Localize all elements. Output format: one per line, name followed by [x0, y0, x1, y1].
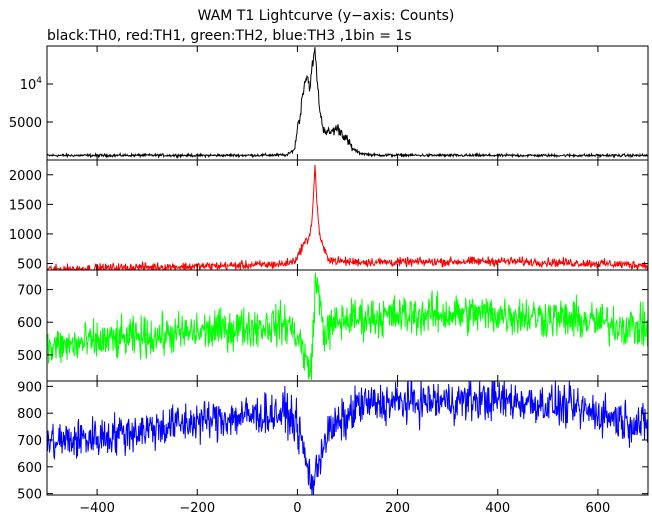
series-line-th3 [47, 381, 648, 495]
x-tick-label: 0 [293, 501, 301, 515]
panel-frame [46, 159, 649, 271]
panel-th2: 500 600 700 [17, 269, 649, 382]
y-tick-label-exponent: 4 [36, 76, 42, 86]
chart-title: WAM T1 Lightcurve (y−axis: Counts) [197, 8, 455, 24]
y-tick-label: 700 [17, 434, 42, 449]
y-tick-label: 2000 [9, 169, 42, 184]
x-tick-label: 400 [485, 501, 510, 515]
x-tick-label: 600 [586, 501, 611, 515]
y-tick-label: 600 [17, 316, 42, 331]
y-tick-label: 800 [17, 407, 42, 422]
series-line-th0 [47, 47, 648, 159]
y-tick-label: 600 [17, 461, 42, 476]
panel-th3: 500 600 700 800 900 [17, 380, 649, 503]
panel-th1: 500 1000 1500 2000 [9, 159, 649, 272]
series-line-th1 [47, 164, 648, 270]
y-tick-label: 5000 [9, 116, 42, 131]
x-tick-label: 200 [385, 501, 410, 515]
panel-frame [46, 380, 649, 496]
series-line-th2 [47, 272, 648, 381]
y-tick-label: 700 [17, 284, 42, 299]
y-tick-label: 1000 [9, 228, 42, 243]
y-tick-label: 104 [20, 76, 43, 93]
panel-th0: 5000 104 [9, 45, 649, 161]
y-tick-label: 500 [17, 488, 42, 503]
x-tick-label: −400 [79, 501, 115, 515]
y-tick-label: 1500 [9, 198, 42, 213]
y-tick-label: 500 [17, 349, 42, 364]
y-tick-label: 900 [17, 380, 42, 395]
y-tick-label: 500 [17, 257, 42, 272]
x-tick-label: −200 [179, 501, 215, 515]
chart-subtitle: black:TH0, red:TH1, green:TH2, blue:TH3 … [47, 28, 412, 44]
